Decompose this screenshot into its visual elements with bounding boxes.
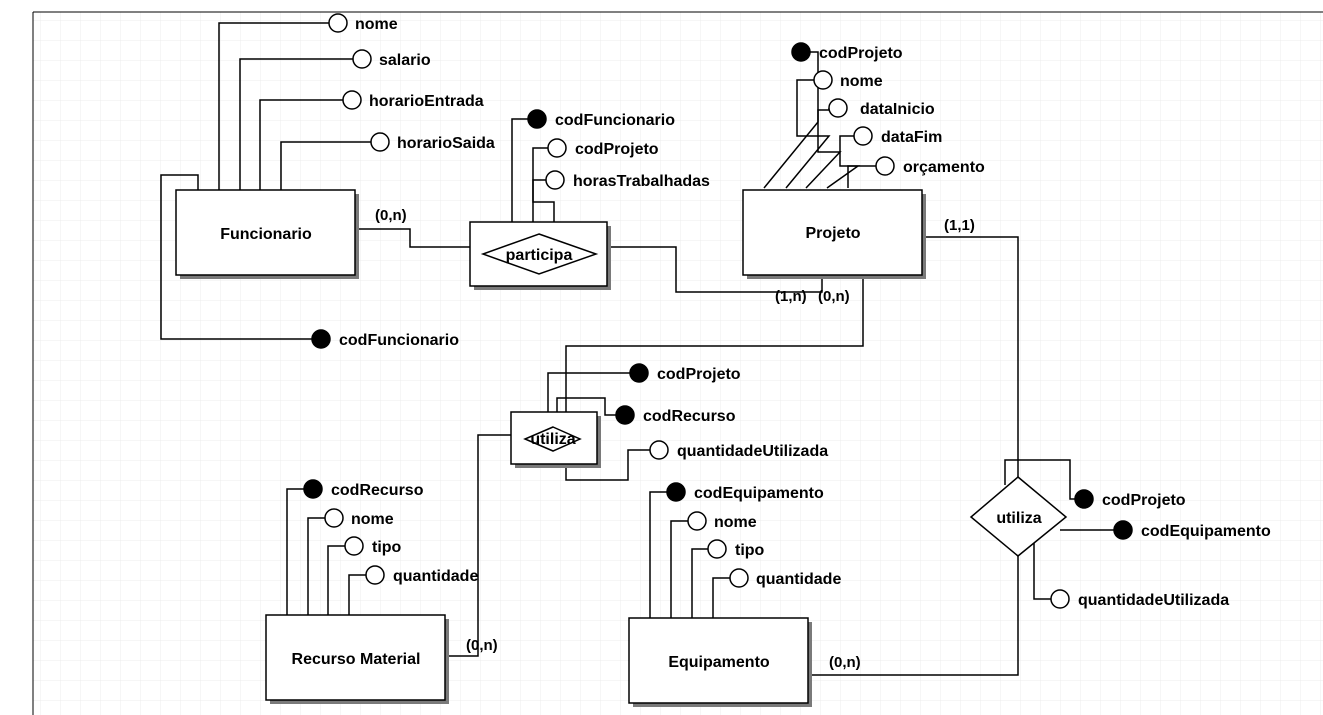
svg-text:nome: nome	[714, 514, 757, 531]
svg-text:dataFim: dataFim	[881, 129, 942, 146]
svg-text:codProjeto: codProjeto	[657, 366, 741, 383]
attribute-utiliza-equipamento-cod-equipamento-key[interactable]: codEquipamento	[1113, 520, 1271, 540]
svg-text:orçamento: orçamento	[903, 159, 985, 176]
cardinality-projeto-utiliza-equipamento: (1,1)	[944, 217, 975, 234]
attribute-projeto-nome[interactable]: nome	[813, 70, 883, 90]
svg-text:nome: nome	[355, 16, 398, 33]
svg-text:codFuncionario: codFuncionario	[339, 332, 459, 349]
attribute-equipamento-quantidade[interactable]: quantidade	[729, 568, 841, 588]
svg-text:dataInicio: dataInicio	[860, 101, 935, 118]
svg-text:horarioEntrada: horarioEntrada	[369, 93, 484, 110]
cardinality-equipamento-utiliza: (0,n)	[829, 654, 861, 671]
relationship-participa[interactable]: participa	[469, 221, 611, 290]
attribute-equipamento-nome[interactable]: nome	[687, 511, 757, 531]
attribute-utiliza-recurso-cod-projeto-key[interactable]: codProjeto	[629, 363, 741, 383]
svg-text:nome: nome	[840, 73, 883, 90]
svg-text:codProjeto: codProjeto	[575, 141, 659, 158]
attribute-funcionario-nome[interactable]: nome	[328, 13, 398, 33]
attribute-utiliza-equipamento-quantidade-utilizada[interactable]: quantidadeUtilizada	[1050, 589, 1229, 609]
attribute-funcionario-horario-saida[interactable]: horarioSaida	[370, 132, 495, 152]
attribute-funcionario-horario-entrada[interactable]: horarioEntrada	[342, 90, 484, 110]
attribute-participa-cod-projeto[interactable]: codProjeto	[547, 138, 659, 158]
attribute-utiliza-recurso-quantidade-utilizada[interactable]: quantidadeUtilizada	[649, 440, 828, 460]
relationship-utiliza-recurso[interactable]: utiliza	[510, 411, 601, 468]
svg-text:codRecurso: codRecurso	[331, 482, 424, 499]
entity-recurso-material-label: Recurso Material	[292, 651, 421, 668]
cardinality-projeto-participa: (1,n)	[775, 288, 807, 305]
attribute-recurso-quantidade[interactable]: quantidade	[365, 565, 478, 585]
attribute-recurso-tipo[interactable]: tipo	[344, 536, 402, 556]
cardinality-funcionario-participa: (0,n)	[375, 207, 407, 224]
svg-text:nome: nome	[351, 511, 394, 528]
svg-text:codEquipamento: codEquipamento	[694, 485, 824, 502]
svg-text:salario: salario	[379, 52, 431, 69]
cardinality-projeto-utiliza-recurso: (0,n)	[818, 288, 850, 305]
svg-text:codFuncionario: codFuncionario	[555, 112, 675, 129]
attribute-participa-horas-trabalhadas[interactable]: horasTrabalhadas	[545, 170, 710, 190]
attribute-projeto-data-inicio[interactable]: dataInicio	[828, 98, 935, 118]
relationship-utiliza-recurso-label: utiliza	[530, 431, 575, 448]
attribute-projeto-data-fim[interactable]: dataFim	[853, 126, 942, 146]
attribute-utiliza-equipamento-cod-projeto-key[interactable]: codProjeto	[1074, 489, 1186, 509]
relationship-utiliza-equipamento[interactable]: utiliza	[969, 476, 1068, 557]
attribute-funcionario-salario[interactable]: salario	[352, 49, 431, 69]
svg-text:quantidadeUtilizada: quantidadeUtilizada	[1078, 592, 1229, 609]
attribute-projeto-orcamento[interactable]: orçamento	[875, 156, 985, 176]
entity-funcionario-label: Funcionario	[220, 226, 312, 243]
svg-text:tipo: tipo	[735, 542, 765, 559]
entity-equipamento[interactable]: Equipamento	[628, 617, 812, 707]
svg-text:horasTrabalhadas: horasTrabalhadas	[573, 173, 710, 190]
attribute-recurso-cod-recurso-key[interactable]: codRecurso	[303, 479, 424, 499]
svg-text:quantidade: quantidade	[756, 571, 841, 588]
grid-background	[33, 12, 1323, 715]
entity-projeto[interactable]: Projeto	[742, 189, 926, 279]
svg-text:quantidade: quantidade	[393, 568, 478, 585]
attribute-projeto-cod-projeto-key[interactable]: codProjeto	[791, 42, 903, 62]
svg-text:horarioSaida: horarioSaida	[397, 135, 495, 152]
entity-equipamento-label: Equipamento	[668, 654, 770, 671]
attribute-equipamento-cod-equipamento-key[interactable]: codEquipamento	[666, 482, 824, 502]
cardinality-recurso-utiliza: (0,n)	[466, 637, 498, 654]
entity-recurso-material[interactable]: Recurso Material	[265, 614, 449, 704]
attribute-recurso-nome[interactable]: nome	[324, 508, 394, 528]
attribute-funcionario-cod-funcionario-key[interactable]: codFuncionario	[311, 329, 459, 349]
attribute-participa-cod-funcionario-key[interactable]: codFuncionario	[527, 109, 675, 129]
svg-text:codProjeto: codProjeto	[1102, 492, 1186, 509]
attribute-utiliza-recurso-cod-recurso-key[interactable]: codRecurso	[615, 405, 736, 425]
svg-text:codRecurso: codRecurso	[643, 408, 736, 425]
svg-text:tipo: tipo	[372, 539, 402, 556]
relationship-participa-label: participa	[506, 247, 573, 264]
connector-lines	[160, 22, 1115, 676]
attribute-equipamento-tipo[interactable]: tipo	[707, 539, 765, 559]
svg-text:quantidadeUtilizada: quantidadeUtilizada	[677, 443, 828, 460]
entity-funcionario[interactable]: Funcionario	[175, 189, 359, 279]
entity-projeto-label: Projeto	[805, 225, 860, 242]
relationship-utiliza-equipamento-label: utiliza	[996, 510, 1041, 527]
svg-text:codEquipamento: codEquipamento	[1141, 523, 1271, 540]
svg-text:codProjeto: codProjeto	[819, 45, 903, 62]
